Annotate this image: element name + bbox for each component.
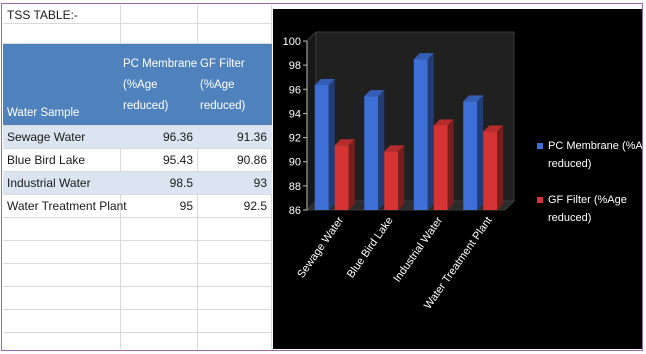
x-tick-label: Industrial Water [391,215,445,285]
bar-top [413,53,434,60]
bar [413,59,428,210]
chart-side-wall [306,30,317,212]
bar-side [378,90,385,210]
cell-gf: 90.86 [236,153,267,167]
cell-sample: Blue Bird Lake [7,153,86,167]
bar-top [483,125,504,132]
row-band-3 [3,172,272,194]
bar-side [328,78,335,210]
bar-top [364,90,385,97]
bar [463,101,478,210]
tss-spreadsheet: TSS TABLE:- Water Sample PC Membrane (%A… [3,5,272,349]
cell-sample: Sewage Water [7,130,86,144]
cell-gf: 93 [253,176,267,190]
bar-side [497,125,504,210]
bar-side [398,145,405,210]
y-tick-label: 90 [289,157,301,169]
legend-swatch [537,143,543,149]
bar [433,125,448,210]
bar-side [348,139,355,210]
y-tick-label: 94 [289,108,301,120]
cell-gf: 92.5 [243,199,267,213]
legend-label: reduced) [548,212,591,224]
figure-frame [1,3,643,351]
x-tick-label: Sewage Water [295,215,346,281]
bar-top [314,78,335,85]
header-gf-line1: GF Filter [200,58,245,70]
bar-side [447,119,454,210]
cell-pc: 95.43 [162,153,193,167]
bar-top [334,139,355,146]
bar-top [384,145,405,152]
header-pc-line2: (%Age [123,79,158,91]
legend-label: GF Filter (%Age [548,194,627,206]
bar-side [427,53,434,210]
legend-swatch [537,197,543,203]
cell-gf: 91.36 [236,130,267,144]
header-gf-line2: (%Age [200,79,235,91]
bar [384,151,399,210]
bar-side [477,95,484,210]
header-pc-line1: PC Membrane [123,58,198,70]
header-row [3,44,272,125]
cell-sample: Water Treatment Plant [7,199,127,213]
row-band-1 [3,126,272,148]
bar [334,145,349,210]
sheet-title: TSS TABLE:- [7,8,78,22]
cell-sample: Industrial Water [7,176,91,190]
bar [364,96,379,210]
header-gf-line3: reduced) [200,100,246,112]
x-tick-label: Blue Bird Lake [345,215,396,280]
y-tick-label: 86 [289,205,301,217]
bar [483,131,498,210]
y-tick-label: 98 [289,60,301,72]
legend-label: PC Membrane (%Age [548,140,642,152]
y-tick-label: 88 [289,181,301,193]
legend-label: reduced) [548,158,591,170]
cell-pc: 96.36 [162,130,193,144]
y-tick-label: 100 [283,36,301,48]
y-tick-label: 96 [289,84,301,96]
chart-panel: 86 88 90 92 94 96 98 100 Sewage Water Blue Bird L… [273,9,646,349]
cell-pc: 95 [179,199,193,213]
bar-top [433,119,454,126]
y-tick-label: 92 [289,133,301,145]
header-pc-line3: reduced) [123,100,169,112]
bar [314,84,329,210]
header-water-sample: Water Sample [7,107,80,119]
bar-top [463,95,484,102]
cell-pc: 98.5 [169,176,193,190]
